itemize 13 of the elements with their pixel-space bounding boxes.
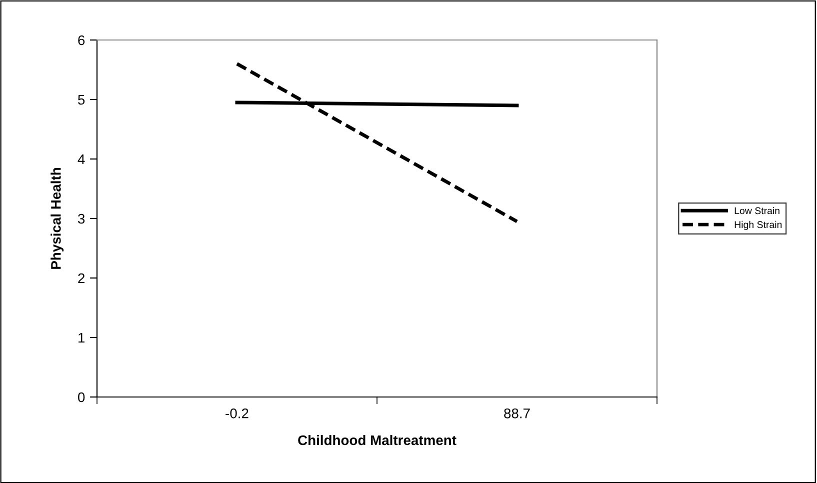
- y-tick-label: 6: [78, 35, 85, 46]
- y-tick-label: 5: [78, 94, 85, 105]
- legend-label: Low Strain: [734, 207, 780, 214]
- legend-label: High Strain: [734, 220, 782, 230]
- y-tick-label: 4: [78, 154, 85, 164]
- y-axis-title: Physical Health: [50, 168, 64, 269]
- y-tick-label: 3: [78, 214, 85, 224]
- x-axis-title: Childhood Maltreatment: [298, 434, 456, 446]
- y-tick-label: 0: [78, 392, 85, 402]
- x-tick-label: -0.2: [226, 408, 248, 418]
- x-tick-label: 88.7: [504, 408, 530, 418]
- y-tick-label: 2: [78, 273, 84, 284]
- y-tick-label: 1: [78, 332, 85, 343]
